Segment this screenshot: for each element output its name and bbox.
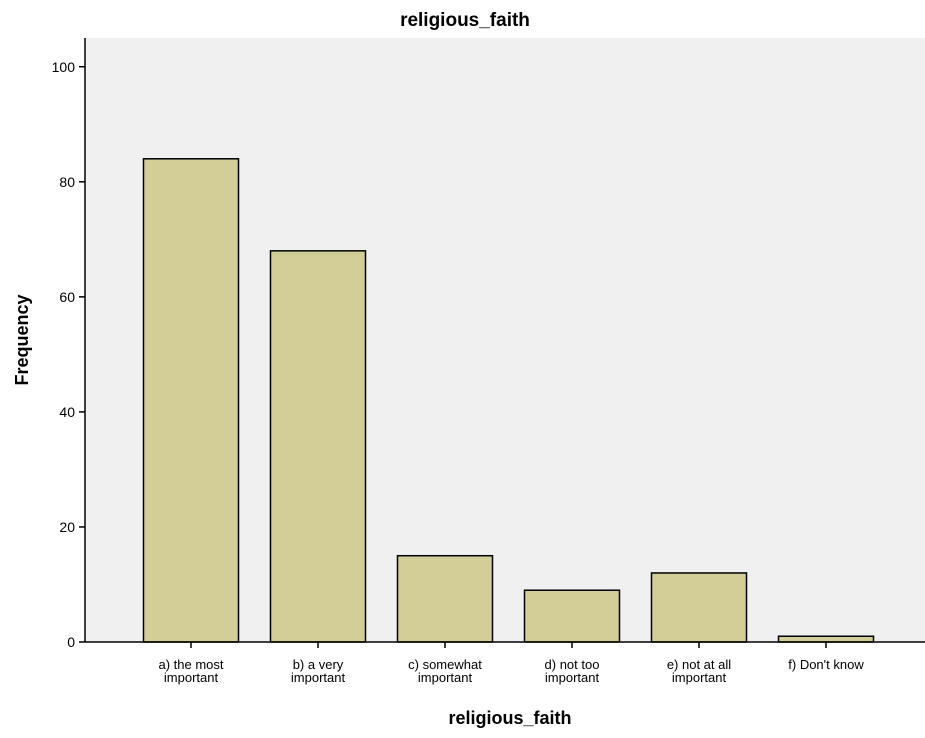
x-axis: a) the most important b) a very important c)… (85, 641, 925, 685)
bar (650, 572, 748, 643)
y-tick-label: 0 (67, 634, 75, 650)
bar (523, 589, 621, 643)
x-tick-label: a) the most important (158, 657, 223, 685)
bar (142, 158, 240, 643)
x-tick-label: c) somewhat important (408, 657, 482, 685)
y-tick-label: 100 (52, 59, 76, 75)
x-tick-label: e) not at all important (667, 657, 731, 685)
x-tick-label: b) a very important (291, 657, 346, 685)
y-axis: 0 20 40 60 80 100 (52, 38, 86, 650)
y-axis-label: Frequency (12, 294, 32, 385)
bar (777, 635, 875, 643)
x-axis-label: religious_faith (448, 708, 571, 728)
bar (269, 250, 367, 643)
x-tick-label: f) Don't know (788, 657, 864, 672)
y-tick-label: 40 (59, 404, 75, 420)
x-tick-label: d) not too important (545, 657, 600, 685)
chart-title: religious_faith (400, 10, 530, 31)
y-tick-label: 60 (59, 289, 75, 305)
y-tick-label: 20 (59, 519, 75, 535)
bars-layer (142, 158, 875, 643)
y-tick-label: 80 (59, 174, 75, 190)
bar (396, 554, 494, 643)
